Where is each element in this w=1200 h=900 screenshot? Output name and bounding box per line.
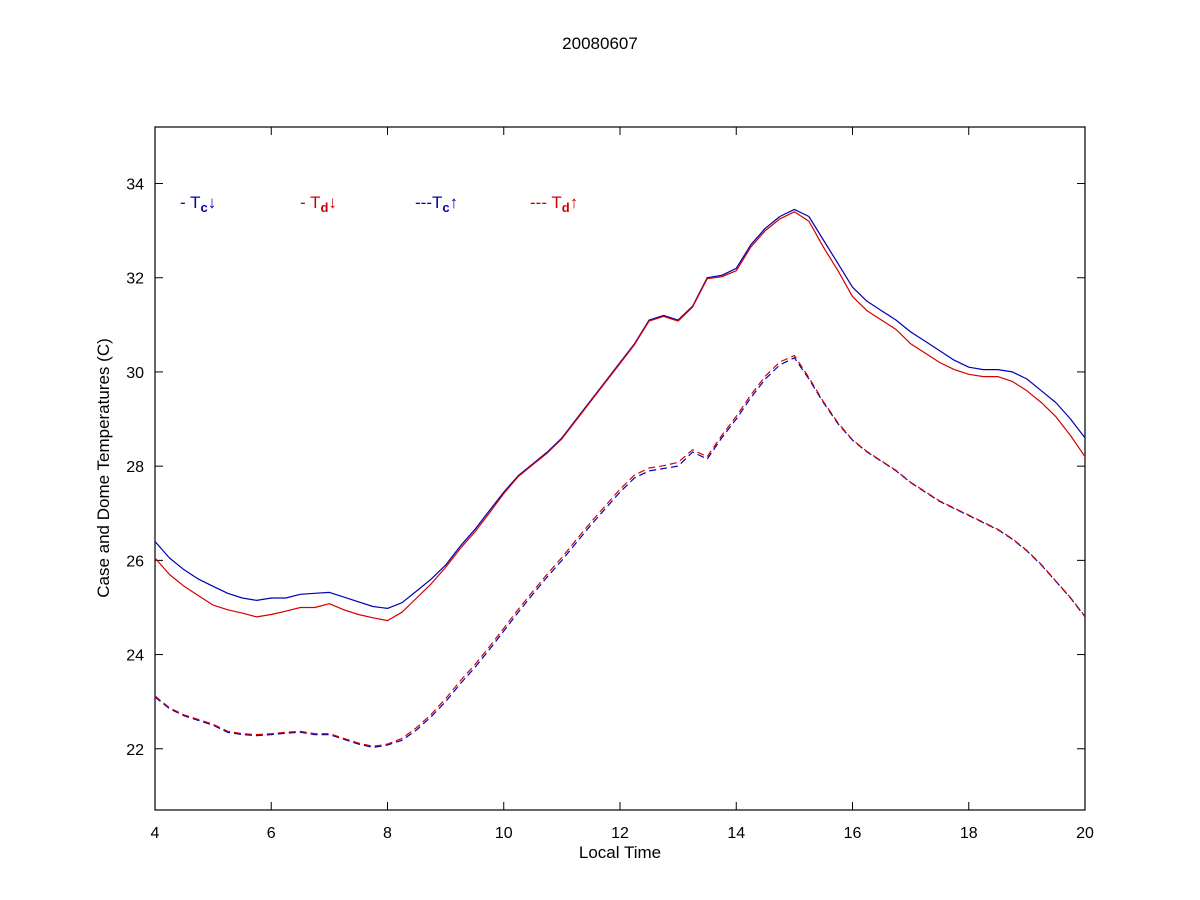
legend-item-Td-up: --- Td↑ <box>530 193 578 215</box>
y-tick-label: 22 <box>126 742 144 759</box>
x-tick-label: 6 <box>267 825 276 842</box>
x-tick-label: 12 <box>611 825 629 842</box>
x-tick-label: 18 <box>960 825 978 842</box>
x-tick-label: 8 <box>383 825 392 842</box>
legend-item-Td-down: - Td↓ <box>300 193 337 215</box>
x-tick-label: 20 <box>1076 825 1094 842</box>
x-tick-label: 4 <box>151 825 160 842</box>
y-tick-label: 28 <box>126 459 144 476</box>
x-axis-label: Local Time <box>578 843 662 862</box>
series-line-Td-up <box>154 354 1086 748</box>
y-tick-label: 34 <box>126 177 144 194</box>
plot-box <box>154 126 1086 811</box>
y-tick-label: 30 <box>126 365 144 382</box>
legend-item-Tc-down: - Tc↓ <box>180 193 216 215</box>
y-tick-label: 26 <box>126 553 144 570</box>
x-tick-label: 16 <box>844 825 862 842</box>
series-line-Tc-up <box>154 357 1086 749</box>
chart-title: 20080607 <box>562 34 638 53</box>
series-line-Td-down <box>154 211 1086 622</box>
series-line-Tc-down <box>154 208 1086 610</box>
legend-item-Tc-up: ---Tc↑ <box>415 193 458 215</box>
y-tick-label: 24 <box>126 648 144 665</box>
y-tick-label: 32 <box>126 271 144 288</box>
x-tick-label: 10 <box>495 825 513 842</box>
x-tick-label: 14 <box>727 825 745 842</box>
